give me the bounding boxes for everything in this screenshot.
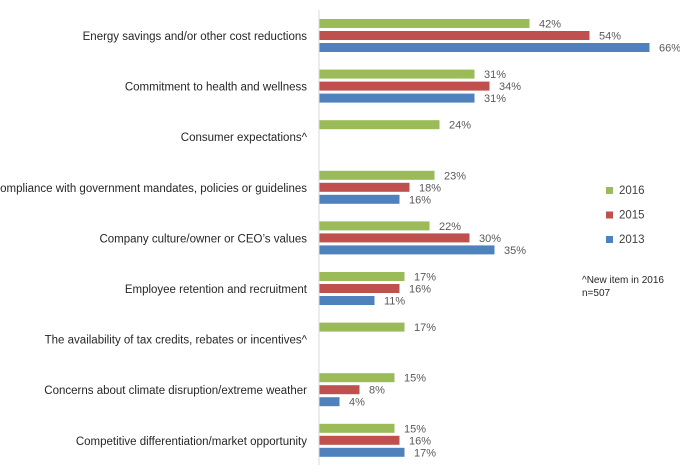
bar-2016 [319,19,530,28]
bar-2013 [319,43,650,52]
data-label-2015: 16% [409,435,431,447]
data-label-2013: 11% [384,296,405,308]
data-label-2013: 17% [414,447,436,459]
category-label: Compliance with government mandates, pol… [0,183,307,195]
bar-2015 [319,284,400,293]
bar-2016 [319,120,440,130]
data-label-2015: 16% [409,284,431,296]
category-label: Concerns about climate disruption/extrem… [44,385,307,397]
category-label: Company culture/owner or CEO’s values [99,233,307,245]
data-label-2016: 17% [414,322,436,334]
bar-2015 [319,182,410,192]
legend-label: 2013 [619,234,645,246]
data-label-2016: 31% [484,69,506,81]
bar-2015 [319,385,360,395]
category-label: Competitive differentiation/market oppor… [76,436,307,448]
data-label-2013: 35% [504,245,526,257]
legend-label: 2015 [619,210,645,222]
category-label: Commitment to health and wellness [125,82,307,94]
bar-2013 [319,447,405,457]
bar-2013 [319,245,495,255]
data-label-2013: 31% [484,93,506,105]
data-label-2016: 17% [414,272,436,284]
category-label: Employee retention and recruitment [125,284,308,296]
data-label-2013: 4% [349,397,365,409]
bar-2015 [319,233,470,243]
bar-2013 [319,93,475,103]
legend-swatch-2013 [606,236,613,243]
bar-2016 [319,272,405,281]
data-label-2015: 8% [369,385,385,397]
bar-2016 [319,170,435,180]
data-label-2016: 15% [404,423,426,435]
data-label-2013: 16% [409,194,431,206]
bar-2015 [319,81,490,91]
legend-label: 2016 [619,185,645,197]
bar-2015 [319,435,400,445]
bar-2016 [319,373,395,383]
data-label-2015: 34% [499,81,521,93]
bar-2016 [319,322,405,332]
category-label: Energy savings and/or other cost reducti… [83,31,308,43]
data-label-2013: 66% [659,43,680,55]
data-label-2016: 42% [539,19,561,31]
data-label-2016: 15% [404,373,426,385]
data-label-2015: 30% [479,233,501,245]
bar-2015 [319,31,590,40]
category-label: Consumer expectations^ [181,132,308,144]
data-label-2016: 23% [444,170,466,182]
bar-2016 [319,69,475,79]
legend-swatch-2016 [606,187,613,194]
data-label-2016: 22% [439,221,461,233]
annotation-sample-size: n=507 [582,288,611,299]
annotation-new-item: ^New item in 2016 [582,275,664,286]
bar-2016 [319,221,430,231]
bar-2016 [319,423,395,433]
bar-2013 [319,397,340,407]
data-label-2016: 24% [449,120,471,132]
bar-2013 [319,296,375,305]
legend-swatch-2015 [606,211,613,219]
data-label-2015: 18% [419,182,441,194]
category-label: The availability of tax credits, rebates… [45,335,308,347]
data-label-2015: 54% [599,31,621,43]
bar-2013 [319,194,400,204]
